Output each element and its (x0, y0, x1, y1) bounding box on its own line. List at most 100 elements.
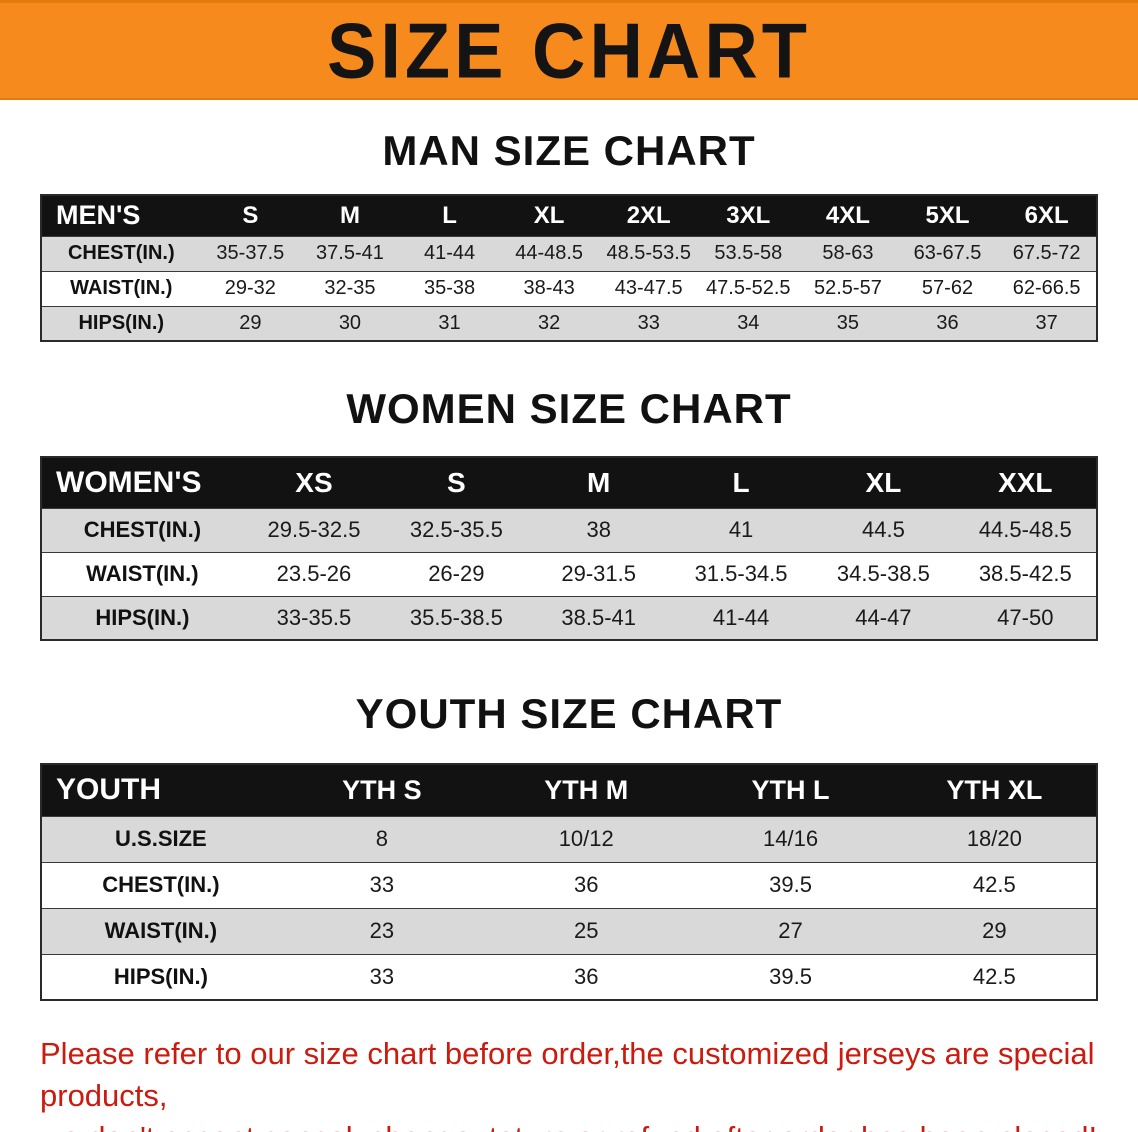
size-value: 35 (836, 311, 860, 334)
size-value: 34 (737, 311, 760, 334)
table-corner-label: MEN'S (56, 200, 141, 231)
size-value: 33-35.5 (276, 604, 352, 630)
size-value: 38.5-42.5 (978, 561, 1072, 586)
size-value: 33 (369, 963, 395, 989)
size-value: 14/16 (763, 826, 819, 851)
size-value: 29-32 (224, 277, 276, 299)
size-value: 67.5-72 (1012, 242, 1081, 264)
table-corner-label: WOMEN'S (56, 465, 202, 499)
size-value: 47-50 (997, 604, 1054, 630)
size-value: 44-48.5 (515, 242, 584, 264)
row-label: U.S.SIZE (115, 826, 207, 851)
size-value: 29 (239, 311, 262, 334)
size-value: 42.5 (972, 963, 1016, 989)
size-value: 38-43 (523, 277, 575, 299)
size-value: 48.5-53.5 (606, 242, 691, 264)
size-column-header: XL (865, 466, 902, 498)
size-value: 39.5 (769, 963, 812, 989)
size-value: 29-31.5 (561, 561, 636, 586)
section-men-size-chart: MAN SIZE CHART MEN'S S M L XL 2XL 3XL 4XL 5XL 6XL… (0, 130, 1138, 342)
footer-note-line-1: Please refer to our size chart before or… (40, 1036, 1095, 1113)
size-value: 27 (778, 918, 803, 943)
size-value: 37.5-41 (316, 242, 384, 264)
size-value: 31 (438, 311, 461, 334)
youth-size-table: YOUTH YTH S YTH M YTH L YTH XL U.S.SIZE 8 10/12… (40, 763, 1098, 1001)
size-column-header: XXL (998, 466, 1053, 498)
women-section-heading: WOMEN SIZE CHART (346, 385, 792, 432)
table-row: WAIST(IN.) 23 25 27 29 (41, 908, 1097, 954)
size-value: 37 (1035, 311, 1058, 334)
size-value: 62-66.5 (1012, 277, 1081, 299)
size-value: 31.5-34.5 (694, 561, 788, 586)
size-value: 42.5 (972, 872, 1016, 897)
section-women-size-chart: WOMEN SIZE CHART WOMEN'S XS S M L XL XXL CHEST(… (0, 388, 1138, 641)
size-value: 43-47.5 (614, 277, 683, 299)
size-column-header: S (242, 201, 259, 229)
size-column-header: 3XL (726, 201, 771, 229)
size-value: 38 (586, 517, 611, 542)
size-column-header: YTH S (342, 774, 422, 805)
size-value: 33 (369, 872, 395, 897)
size-column-header: YTH L (751, 774, 830, 805)
size-value: 30 (338, 311, 362, 334)
table-row: WAIST(IN.) 29-32 32-35 35-38 38-43 43-47.5 47.… (41, 271, 1097, 306)
size-value: 36 (573, 872, 599, 897)
table-header-row: MEN'S S M L XL 2XL 3XL 4XL 5XL 6XL (41, 195, 1097, 236)
page-title: SIZE CHART (327, 6, 811, 94)
size-value: 36 (936, 311, 959, 334)
size-column-header: L (732, 466, 750, 498)
table-corner-label: YOUTH (56, 773, 161, 807)
size-column-header: XL (533, 201, 565, 229)
row-label: CHEST(IN.) (83, 517, 202, 542)
size-value: 35.5-38.5 (409, 604, 503, 630)
size-value: 44.5-48.5 (978, 517, 1072, 542)
size-value: 23 (369, 918, 395, 943)
size-value: 41 (728, 517, 754, 542)
footer-note: Please refer to our size chart before or… (40, 1033, 1118, 1132)
size-value: 32.5-35.5 (409, 517, 503, 542)
table-row: HIPS(IN.) 29 30 31 32 33 34 35 36 37 (41, 306, 1097, 341)
size-value: 32-35 (324, 277, 376, 299)
row-label: WAIST(IN.) (70, 277, 173, 299)
size-column-header: L (442, 201, 457, 229)
women-size-table: WOMEN'S XS S M L XL XXL CHEST(IN.) 29.5-32.5 32.5… (40, 456, 1098, 641)
row-label: HIPS(IN.) (95, 604, 190, 630)
footer-note-line-2: we don't accept cancel, change, teturn o… (40, 1117, 1118, 1132)
size-column-header: YTH M (544, 774, 629, 805)
size-value: 53.5-58 (714, 242, 783, 264)
size-column-header: 6XL (1024, 201, 1069, 229)
size-value: 47.5-52.5 (706, 277, 791, 299)
size-column-header: S (446, 466, 466, 498)
size-column-header: M (339, 201, 360, 229)
size-value: 39.5 (769, 872, 812, 897)
row-label: HIPS(IN.) (113, 963, 208, 989)
size-value: 41-44 (712, 604, 770, 630)
row-label: WAIST(IN.) (86, 561, 199, 586)
row-label: HIPS(IN.) (78, 311, 165, 334)
size-column-header: 2XL (626, 201, 671, 229)
table-row: CHEST(IN.) 35-37.5 37.5-41 41-44 44-48.5 48.5… (41, 236, 1097, 271)
size-value: 44-47 (855, 604, 912, 630)
size-value: 35-37.5 (216, 242, 285, 264)
table-row: U.S.SIZE 8 10/12 14/16 18/20 (41, 816, 1097, 862)
size-value: 38.5-41 (561, 604, 636, 630)
size-value: 29 (982, 918, 1007, 943)
table-row: HIPS(IN.) 33-35.5 35.5-38.5 38.5-41 41-44 44-… (41, 596, 1097, 640)
size-value: 10/12 (558, 826, 614, 851)
size-value: 32 (538, 311, 561, 334)
size-value: 33 (637, 311, 660, 334)
size-value: 41-44 (423, 242, 476, 264)
table-header-row: YOUTH YTH S YTH M YTH L YTH XL (41, 764, 1097, 816)
size-column-header: YTH XL (946, 774, 1043, 805)
size-value: 18/20 (966, 826, 1022, 851)
size-value: 34.5-38.5 (836, 561, 930, 586)
table-header-row: WOMEN'S XS S M L XL XXL (41, 457, 1097, 508)
men-size-table: MEN'S S M L XL 2XL 3XL 4XL 5XL 6XL CHEST(IN.) 35-37… (40, 194, 1098, 342)
size-column-header: 4XL (825, 201, 870, 229)
size-value: 26-29 (428, 561, 485, 586)
size-value: 29.5-32.5 (267, 517, 361, 542)
men-section-heading: MAN SIZE CHART (382, 127, 756, 174)
row-label: WAIST(IN.) (104, 918, 218, 943)
size-column-header: 5XL (925, 201, 970, 229)
